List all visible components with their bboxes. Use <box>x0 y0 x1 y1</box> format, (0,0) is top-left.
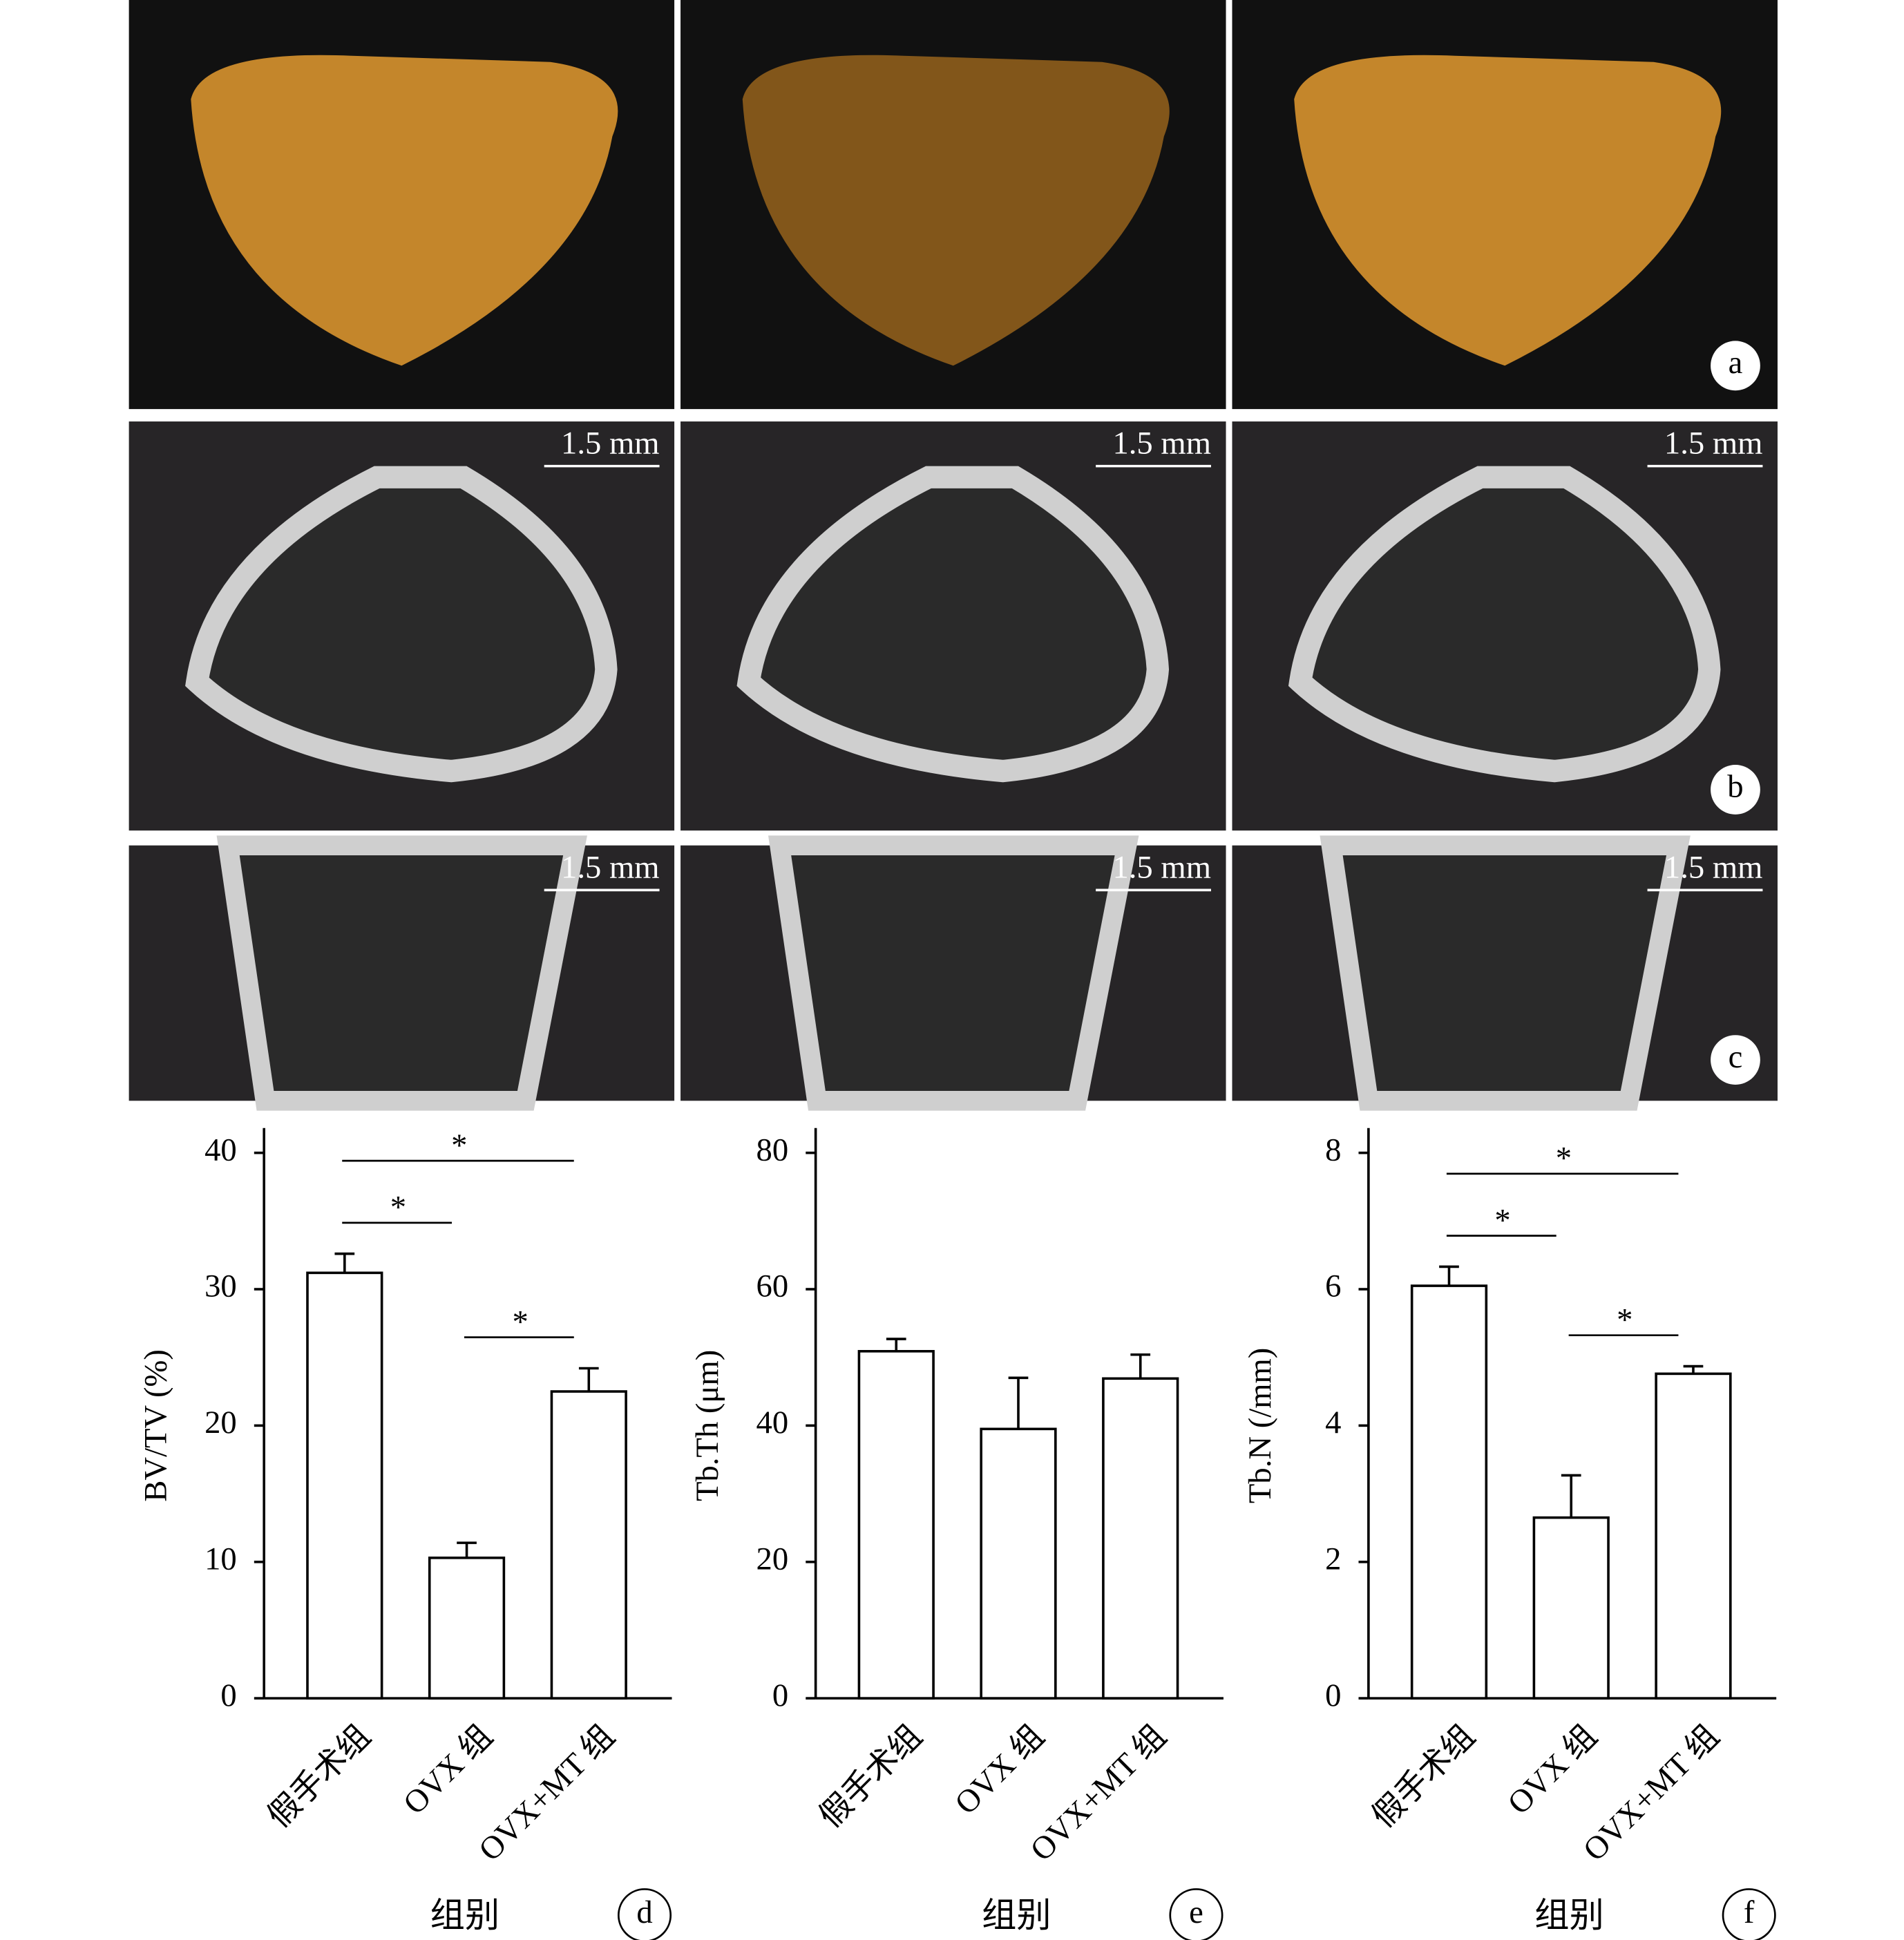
bar <box>306 1271 383 1700</box>
x-tick-label: OVX 组 <box>397 1718 499 1821</box>
panel-label: e <box>1189 1894 1203 1930</box>
bone-section <box>185 466 618 783</box>
scale-bar-label: 1.5 mm <box>1664 426 1763 462</box>
x-axis-title: 组别 <box>1534 1896 1603 1934</box>
y-axis-title: Tb.Th (μm) <box>689 1350 725 1501</box>
error-bar <box>1008 1376 1029 1429</box>
y-tick-label: 6 <box>1325 1268 1341 1304</box>
panel-label: a <box>1729 345 1743 381</box>
x-tick-label: 假手术组 <box>261 1718 378 1835</box>
bone-section <box>768 835 1139 1111</box>
panel-label: c <box>1729 1039 1743 1075</box>
x-tick-label: OVX 组 <box>1501 1718 1603 1821</box>
scale-bar-label: 1.5 mm <box>561 426 660 462</box>
y-tick-label: 0 <box>1325 1677 1341 1713</box>
bar <box>1532 1516 1610 1700</box>
y-tick-label: 8 <box>1325 1132 1341 1168</box>
y-tick-label: 20 <box>204 1405 237 1440</box>
y-axis-title: Tb.N (/mm) <box>1242 1348 1278 1503</box>
x-axis-title: 组别 <box>430 1896 499 1934</box>
significance-label: * <box>1494 1202 1510 1238</box>
y-tick-label: 2 <box>1325 1541 1341 1577</box>
significance-label: * <box>512 1304 528 1340</box>
error-bar <box>1439 1265 1459 1286</box>
bone-section <box>736 466 1170 783</box>
panel-label: b <box>1727 769 1743 805</box>
panel-label-circle <box>1722 1888 1776 1940</box>
panel-label-circle <box>1711 1035 1760 1085</box>
scale-bar-label: 1.5 mm <box>1112 849 1211 885</box>
significance-label: * <box>451 1128 467 1163</box>
scale-bar-label: 1.5 mm <box>1112 426 1211 462</box>
error-bar <box>1561 1474 1581 1518</box>
bone-render <box>1294 55 1722 366</box>
y-tick-label: 0 <box>772 1677 788 1713</box>
y-tick-label: 30 <box>204 1268 237 1304</box>
panel-label-circle <box>618 1888 672 1940</box>
y-tick-label: 4 <box>1325 1405 1341 1440</box>
y-tick-label: 20 <box>756 1541 789 1577</box>
panel-label: d <box>636 1894 652 1930</box>
significance-label: * <box>390 1190 406 1226</box>
error-bar <box>457 1541 477 1558</box>
y-tick-label: 40 <box>756 1405 789 1440</box>
bar <box>428 1557 506 1700</box>
error-bar <box>1130 1353 1151 1379</box>
bar <box>1410 1284 1488 1700</box>
bar <box>980 1427 1057 1700</box>
x-axis-title: 组别 <box>982 1896 1051 1934</box>
scale-bar-label: 1.5 mm <box>561 849 660 885</box>
error-bar <box>334 1252 355 1273</box>
x-tick-label: 假手术组 <box>1365 1718 1482 1835</box>
error-bar <box>886 1338 906 1351</box>
y-tick-label: 0 <box>220 1677 236 1713</box>
y-tick-label: 80 <box>756 1132 789 1168</box>
bar <box>1102 1377 1179 1700</box>
y-tick-label: 40 <box>204 1132 237 1168</box>
panel-label-circle <box>1169 1888 1224 1940</box>
scale-bar-label: 1.5 mm <box>1664 849 1763 885</box>
y-axis-title: BV/TV (%) <box>137 1349 173 1502</box>
bar <box>1655 1372 1732 1700</box>
significance-label: * <box>1556 1141 1572 1177</box>
bar <box>550 1390 627 1700</box>
bone-section <box>1320 835 1691 1111</box>
y-tick-label: 60 <box>756 1268 789 1304</box>
error-bar <box>578 1367 599 1392</box>
panel-label-circle <box>1711 765 1760 815</box>
bar <box>857 1350 935 1700</box>
y-tick-label: 10 <box>204 1541 237 1577</box>
panel-label: f <box>1744 1894 1755 1930</box>
bone-render <box>191 55 618 366</box>
panel-label-circle <box>1711 341 1760 391</box>
bone-render <box>742 55 1170 366</box>
significance-label: * <box>1617 1302 1632 1338</box>
error-bar <box>1683 1364 1704 1374</box>
bone-section <box>1288 466 1721 783</box>
bone-section <box>216 835 587 1111</box>
x-tick-label: 假手术组 <box>812 1718 929 1835</box>
x-tick-label: OVX 组 <box>948 1718 1051 1821</box>
